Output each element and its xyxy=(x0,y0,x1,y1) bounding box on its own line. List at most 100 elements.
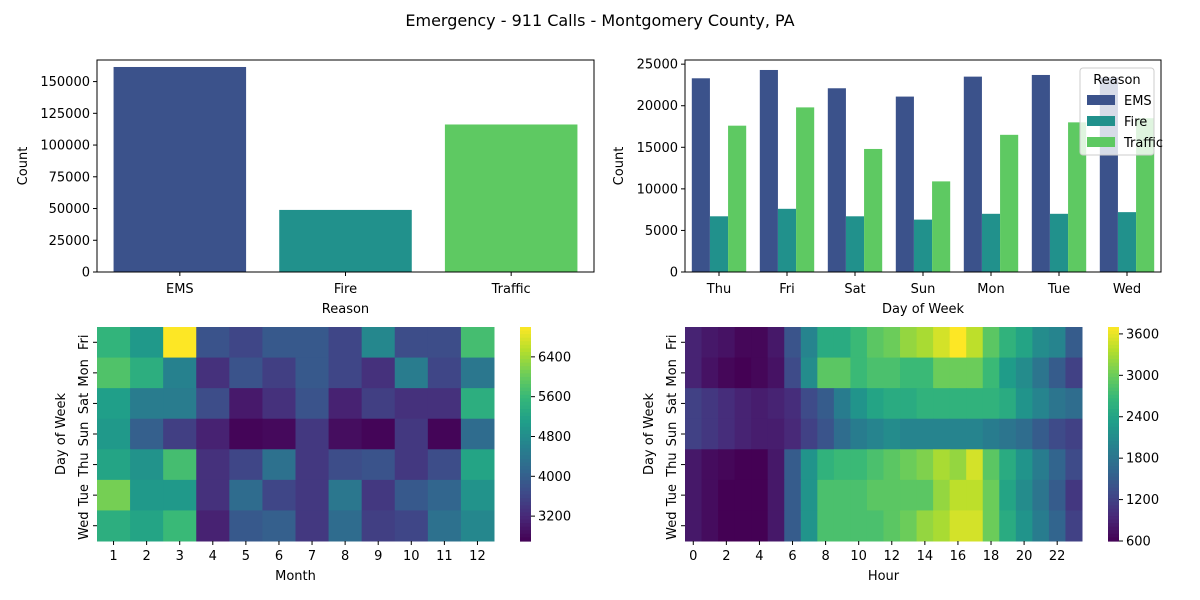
heatmap-cell-mon-11 xyxy=(866,357,884,389)
colorbar-tick-label: 4000 xyxy=(538,470,571,485)
heatmap-cell-sun-5 xyxy=(229,418,263,450)
colorbar-segment xyxy=(520,351,531,357)
heatmap-cell-sun-6 xyxy=(784,418,802,450)
heatmap-cell-sun-11 xyxy=(427,418,462,450)
heatmap-cell-tue-16 xyxy=(949,479,967,511)
heatmap-cell-thu-8 xyxy=(817,449,835,481)
colorbar-segment xyxy=(520,458,531,464)
heatmap-cell-thu-23 xyxy=(1065,449,1083,481)
heatmap-cell-thu-12 xyxy=(460,449,495,481)
bar-fire-thu xyxy=(709,216,729,272)
x-tick-label: Wed xyxy=(1113,282,1141,297)
heatmap-cell-thu-11 xyxy=(427,449,462,481)
heatmap-cell-tue-1 xyxy=(701,479,719,511)
heatmap-cell-wed-5 xyxy=(229,510,263,542)
heatmap-cell-wed-10 xyxy=(850,510,868,542)
heatmap-cell-sat-8 xyxy=(817,388,835,420)
x-tick-label: 6 xyxy=(275,549,283,564)
heatmap-cell-mon-10 xyxy=(850,357,868,389)
heatmap-cell-sat-7 xyxy=(295,388,330,420)
colorbar-segment xyxy=(520,512,531,517)
y-axis-label: Count xyxy=(16,147,31,186)
colorbar-segment xyxy=(1108,380,1119,385)
heatmap-cell-sat-4 xyxy=(196,388,230,420)
bar-traffic-tue xyxy=(1068,122,1087,273)
heatmap-cell-mon-7 xyxy=(800,357,818,389)
colorbar-segment xyxy=(1108,498,1119,503)
y-tick-label: Sun xyxy=(665,422,680,447)
heatmap-cell-mon-11 xyxy=(427,357,462,389)
heatmap-cell-sun-4 xyxy=(196,418,230,450)
heatmap-cell-tue-3 xyxy=(163,479,197,511)
heatmap-cell-mon-19 xyxy=(999,357,1017,389)
colorbar-segment xyxy=(1108,508,1119,514)
heatmap-cell-thu-3 xyxy=(734,449,752,481)
colorbar-segment xyxy=(520,359,531,364)
heatmap-cell-sun-21 xyxy=(1032,418,1050,450)
bar-ems-fri xyxy=(759,69,778,272)
heatmap-cell-tue-7 xyxy=(800,479,818,511)
x-tick-label: 8 xyxy=(341,549,349,564)
heatmap-cell-mon-9 xyxy=(361,357,396,389)
heatmap-cell-mon-4 xyxy=(751,357,769,389)
figure-suptitle: Emergency - 911 Calls - Montgomery Count… xyxy=(405,11,794,30)
heatmap-cell-sat-13 xyxy=(900,388,918,420)
heatmap-cell-wed-2 xyxy=(718,510,736,542)
heatmap-cell-tue-3 xyxy=(734,479,752,511)
colorbar-segment xyxy=(520,362,531,367)
colorbar-segment xyxy=(1108,458,1119,464)
y-tick-label: 50000 xyxy=(49,202,90,217)
heatmap-cell-sun-3 xyxy=(163,418,197,450)
colorbar-tick-label: 3600 xyxy=(1126,327,1159,342)
heatmap-cell-tue-2 xyxy=(718,479,736,511)
colorbar-segment xyxy=(1108,466,1119,471)
colorbar-segment xyxy=(520,391,531,396)
colorbar-segment xyxy=(1108,373,1119,378)
heatmap-cell-thu-1 xyxy=(701,449,719,481)
heatmap-cell-tue-8 xyxy=(328,479,363,511)
heatmap-cell-sun-7 xyxy=(295,418,330,450)
heatmap-cell-tue-11 xyxy=(866,479,884,511)
heatmap-cell-sun-10 xyxy=(850,418,868,450)
y-tick-label: Sat xyxy=(665,393,680,414)
heatmap-cell-wed-4 xyxy=(196,510,230,542)
y-tick-label: Thu xyxy=(77,452,92,477)
heatmap-cell-thu-6 xyxy=(262,449,296,481)
bar-fire-mon xyxy=(981,213,1001,272)
x-axis-label: Month xyxy=(275,569,316,584)
heatmap-cell-sat-8 xyxy=(328,388,363,420)
colorbar-segment xyxy=(520,473,531,478)
colorbar-segment xyxy=(1108,341,1119,346)
bar-traffic xyxy=(444,124,578,273)
heatmap-cell-wed-12 xyxy=(460,510,495,542)
heatmap-cell-wed-8 xyxy=(817,510,835,542)
heatmap-cell-sun-0 xyxy=(685,418,703,450)
heatmap-cell-tue-10 xyxy=(394,479,429,511)
y-tick-label: 0 xyxy=(82,266,90,281)
colorbar-segment xyxy=(520,416,531,421)
heatmap-cell-sun-7 xyxy=(800,418,818,450)
y-tick-label: Sun xyxy=(77,422,92,447)
heatmap-cell-mon-3 xyxy=(734,357,752,389)
heatmap-cell-thu-10 xyxy=(850,449,868,481)
colorbar-segment xyxy=(1108,448,1119,453)
colorbar-segment xyxy=(1108,451,1119,456)
bar-fire-sun xyxy=(913,219,933,272)
legend-label-fire: Fire xyxy=(1124,115,1147,130)
heatmap-cell-tue-17 xyxy=(966,479,984,511)
y-tick-label: Tue xyxy=(665,484,680,507)
colorbar-segment xyxy=(1108,391,1119,396)
bar-traffic-mon xyxy=(1000,134,1019,272)
x-tick-label: 20 xyxy=(1016,549,1033,564)
bar-fire-fri xyxy=(777,208,797,272)
x-tick-label: Thu xyxy=(706,282,731,297)
colorbar-segment xyxy=(1108,494,1119,499)
x-tick-label: 0 xyxy=(689,549,697,564)
heatmap-cell-thu-10 xyxy=(394,449,429,481)
heatmap-cell-thu-15 xyxy=(933,449,951,481)
heatmap-cell-sun-12 xyxy=(883,418,901,450)
colorbar-segment xyxy=(520,505,531,510)
heatmap-cell-wed-9 xyxy=(361,510,396,542)
x-tick-label: 11 xyxy=(436,549,453,564)
heatmap-cell-tue-6 xyxy=(784,479,802,511)
